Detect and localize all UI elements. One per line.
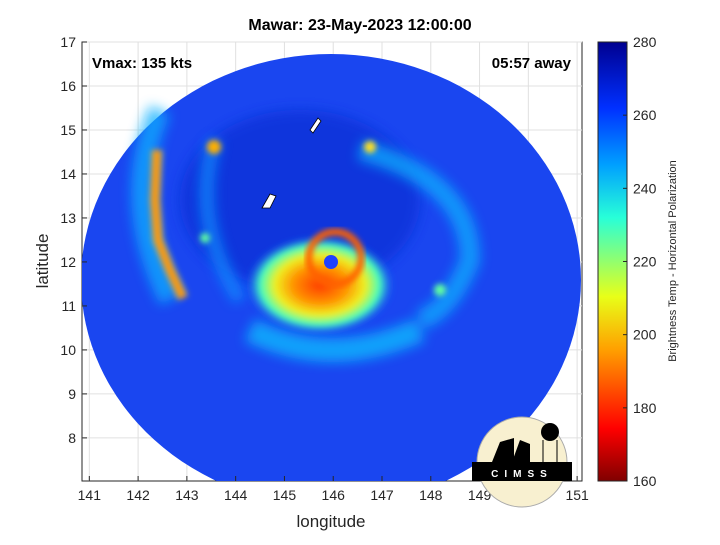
x-tick-label: 143 bbox=[175, 487, 199, 503]
y-tick-label: 17 bbox=[60, 34, 76, 50]
colorbar-tick-label: 240 bbox=[633, 180, 657, 196]
satellite-swath bbox=[82, 54, 581, 481]
y-tick-label: 16 bbox=[60, 78, 76, 94]
y-tick-label: 9 bbox=[68, 386, 76, 402]
y-tick-label: 13 bbox=[60, 210, 76, 226]
x-tick-label: 141 bbox=[78, 487, 102, 503]
axis-ticks: 1411421431441451461471481491501518910111… bbox=[60, 34, 589, 503]
x-tick-label: 148 bbox=[419, 487, 443, 503]
y-tick-label: 14 bbox=[60, 166, 76, 182]
island-outline bbox=[309, 117, 322, 134]
logo-text: CIMSS bbox=[491, 469, 553, 480]
x-tick-label: 149 bbox=[468, 487, 492, 503]
y-tick-label: 12 bbox=[60, 254, 76, 270]
colorbar-ticks: 160 180 200 220 240 260 280 bbox=[623, 34, 657, 489]
colorbar-tick-label: 220 bbox=[633, 254, 657, 270]
colorbar-tick-label: 200 bbox=[633, 327, 657, 343]
colorbar-tick-label: 160 bbox=[633, 473, 657, 489]
x-tick-label: 146 bbox=[322, 487, 346, 503]
x-tick-label: 151 bbox=[565, 487, 589, 503]
x-tick-label: 145 bbox=[273, 487, 297, 503]
y-tick-label: 8 bbox=[68, 430, 76, 446]
colorbar-label: Brightness Temp - Horizontal Polarizatio… bbox=[667, 160, 679, 362]
colorbar-tick-label: 180 bbox=[633, 400, 657, 416]
colorbar-tick-label: 260 bbox=[633, 107, 657, 123]
x-axis-label: longitude bbox=[296, 512, 365, 531]
y-tick-label: 11 bbox=[61, 298, 76, 314]
colorbar-tick-label: 280 bbox=[633, 34, 657, 50]
y-tick-label: 15 bbox=[60, 122, 76, 138]
chart-title: Mawar: 23-May-2023 12:00:00 bbox=[248, 17, 471, 34]
colorbar bbox=[597, 41, 628, 482]
x-tick-label: 144 bbox=[224, 487, 248, 503]
vmax-label: Vmax: 135 kts bbox=[92, 55, 192, 72]
x-tick-label: 142 bbox=[126, 487, 150, 503]
storm-eye bbox=[324, 255, 338, 269]
y-axis-label: latitude bbox=[33, 234, 52, 289]
time-away-label: 05:57 away bbox=[492, 55, 572, 72]
island-outline bbox=[261, 193, 277, 209]
y-tick-label: 10 bbox=[60, 342, 76, 358]
x-tick-label: 147 bbox=[370, 487, 394, 503]
cimss-logo: CIMSS bbox=[472, 416, 572, 508]
